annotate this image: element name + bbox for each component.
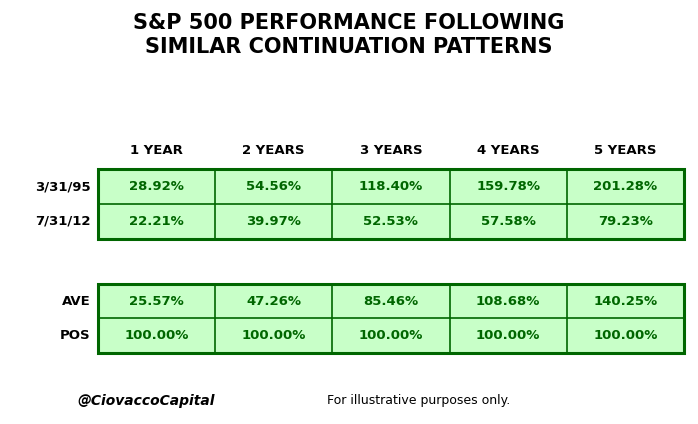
Text: 3/31/95: 3/31/95	[35, 180, 91, 193]
Bar	[450, 318, 567, 353]
Text: 108.68%: 108.68%	[476, 295, 540, 307]
Text: 39.97%: 39.97%	[246, 215, 301, 228]
Text: 140.25%: 140.25%	[593, 295, 658, 307]
Bar	[215, 169, 332, 204]
Text: 57.58%: 57.58%	[481, 215, 535, 228]
Text: AVE: AVE	[62, 295, 91, 307]
Text: POS: POS	[60, 329, 91, 342]
Text: 1 YEAR: 1 YEAR	[130, 144, 183, 157]
Text: 22.21%: 22.21%	[129, 215, 184, 228]
Bar	[567, 284, 684, 318]
Text: 52.53%: 52.53%	[364, 215, 418, 228]
Text: 25.57%: 25.57%	[129, 295, 184, 307]
Bar	[98, 318, 215, 353]
Text: 79.23%: 79.23%	[598, 215, 653, 228]
Bar	[215, 284, 332, 318]
Text: S&P 500 PERFORMANCE FOLLOWING
SIMILAR CONTINUATION PATTERNS: S&P 500 PERFORMANCE FOLLOWING SIMILAR CO…	[133, 13, 565, 57]
Text: 159.78%: 159.78%	[476, 180, 540, 193]
Bar	[567, 169, 684, 204]
Text: 28.92%: 28.92%	[129, 180, 184, 193]
Bar	[98, 169, 215, 204]
Bar	[450, 204, 567, 239]
Text: 47.26%: 47.26%	[246, 295, 301, 307]
Text: 7/31/12: 7/31/12	[35, 215, 91, 228]
Text: 100.00%: 100.00%	[242, 329, 306, 342]
Bar	[567, 204, 684, 239]
Bar	[98, 284, 215, 318]
Bar	[450, 284, 567, 318]
Text: 100.00%: 100.00%	[124, 329, 188, 342]
Bar	[332, 204, 450, 239]
Bar	[215, 318, 332, 353]
Text: For illustrative purposes only.: For illustrative purposes only.	[327, 394, 510, 407]
Bar	[215, 204, 332, 239]
Text: 4 YEARS: 4 YEARS	[477, 144, 540, 157]
Bar	[567, 318, 684, 353]
Text: 5 YEARS: 5 YEARS	[594, 144, 657, 157]
Text: 85.46%: 85.46%	[364, 295, 418, 307]
Bar	[98, 169, 684, 239]
Bar	[98, 284, 684, 353]
Text: 100.00%: 100.00%	[359, 329, 423, 342]
Text: 54.56%: 54.56%	[246, 180, 301, 193]
Text: 2 YEARS: 2 YEARS	[242, 144, 305, 157]
Text: 3 YEARS: 3 YEARS	[359, 144, 422, 157]
Bar	[98, 204, 215, 239]
Bar	[332, 318, 450, 353]
Text: @CiovaccoCapital: @CiovaccoCapital	[78, 393, 215, 408]
Bar	[450, 169, 567, 204]
Text: 100.00%: 100.00%	[593, 329, 658, 342]
Bar	[332, 284, 450, 318]
Bar	[332, 169, 450, 204]
Text: 201.28%: 201.28%	[593, 180, 658, 193]
Text: 118.40%: 118.40%	[359, 180, 423, 193]
Text: 100.00%: 100.00%	[476, 329, 540, 342]
